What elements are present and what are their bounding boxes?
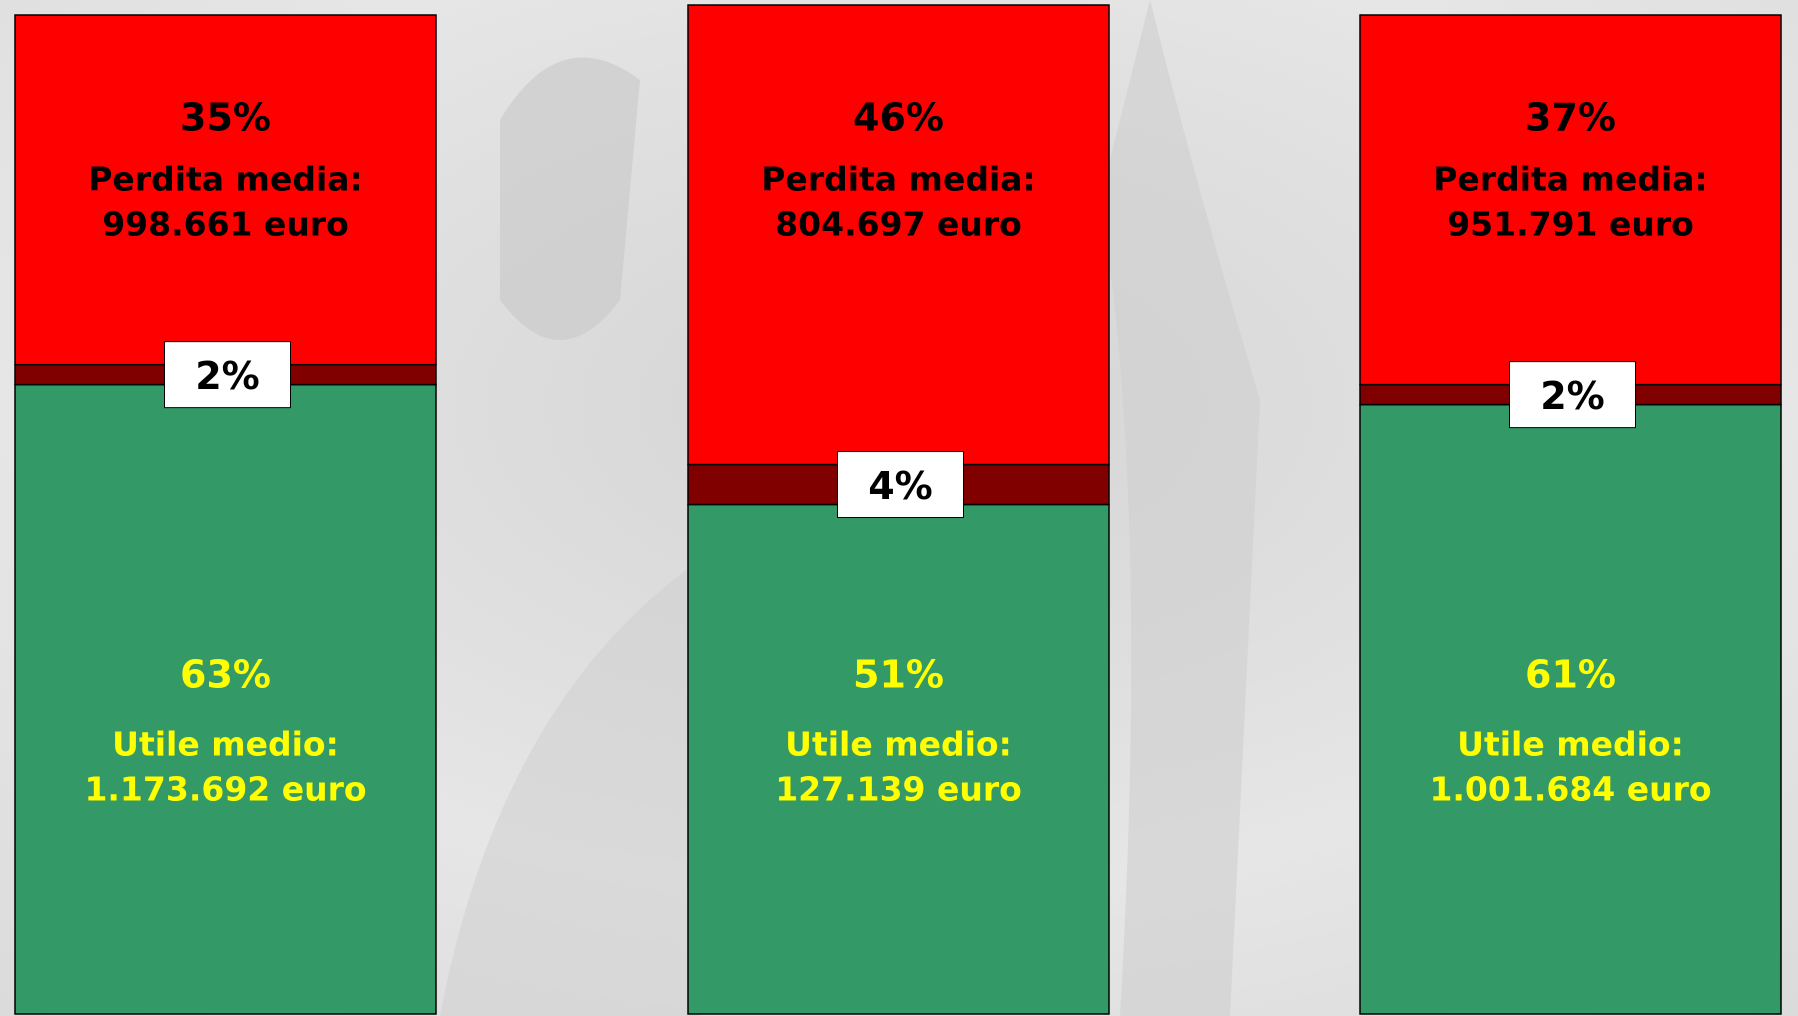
- bar-segment: [14, 383, 437, 1015]
- bar-segment: [687, 503, 1110, 1015]
- value-label: 46%: [853, 96, 944, 140]
- background-shape: [500, 57, 640, 340]
- annotation-amount: 1.173.692 euro: [84, 770, 366, 809]
- value-label: 35%: [180, 96, 271, 140]
- value-label: 2%: [1540, 374, 1605, 418]
- bar-segment: [1359, 403, 1782, 1015]
- background-shape: [440, 560, 700, 1016]
- annotation-label: Utile medio:: [785, 725, 1012, 764]
- annotation-amount: 127.139 euro: [775, 770, 1022, 809]
- value-label: 61%: [1525, 653, 1616, 697]
- label-box: [164, 341, 291, 409]
- annotation-label: Perdita media:: [1433, 160, 1707, 199]
- value-label: 51%: [853, 653, 944, 697]
- value-label: 63%: [180, 653, 271, 697]
- label-box: [1509, 361, 1636, 429]
- annotation-label: Perdita media:: [88, 160, 362, 199]
- bar-segment: [14, 14, 437, 366]
- value-label: 4%: [868, 464, 933, 508]
- annotation-amount: 1.001.684 euro: [1429, 770, 1711, 809]
- annotation-label: Utile medio:: [1457, 725, 1684, 764]
- annotation-label: Utile medio:: [112, 725, 339, 764]
- background-shape: [1100, 0, 1260, 1016]
- annotation-amount: 804.697 euro: [775, 205, 1022, 244]
- label-box: [837, 451, 964, 519]
- bar-segment: [687, 4, 1110, 466]
- bar-segment: [1359, 14, 1782, 386]
- value-label: 37%: [1525, 96, 1616, 140]
- value-label: 2%: [195, 354, 260, 398]
- annotation-amount: 951.791 euro: [1447, 205, 1694, 244]
- annotation-amount: 998.661 euro: [102, 205, 349, 244]
- annotation-label: Perdita media:: [761, 160, 1035, 199]
